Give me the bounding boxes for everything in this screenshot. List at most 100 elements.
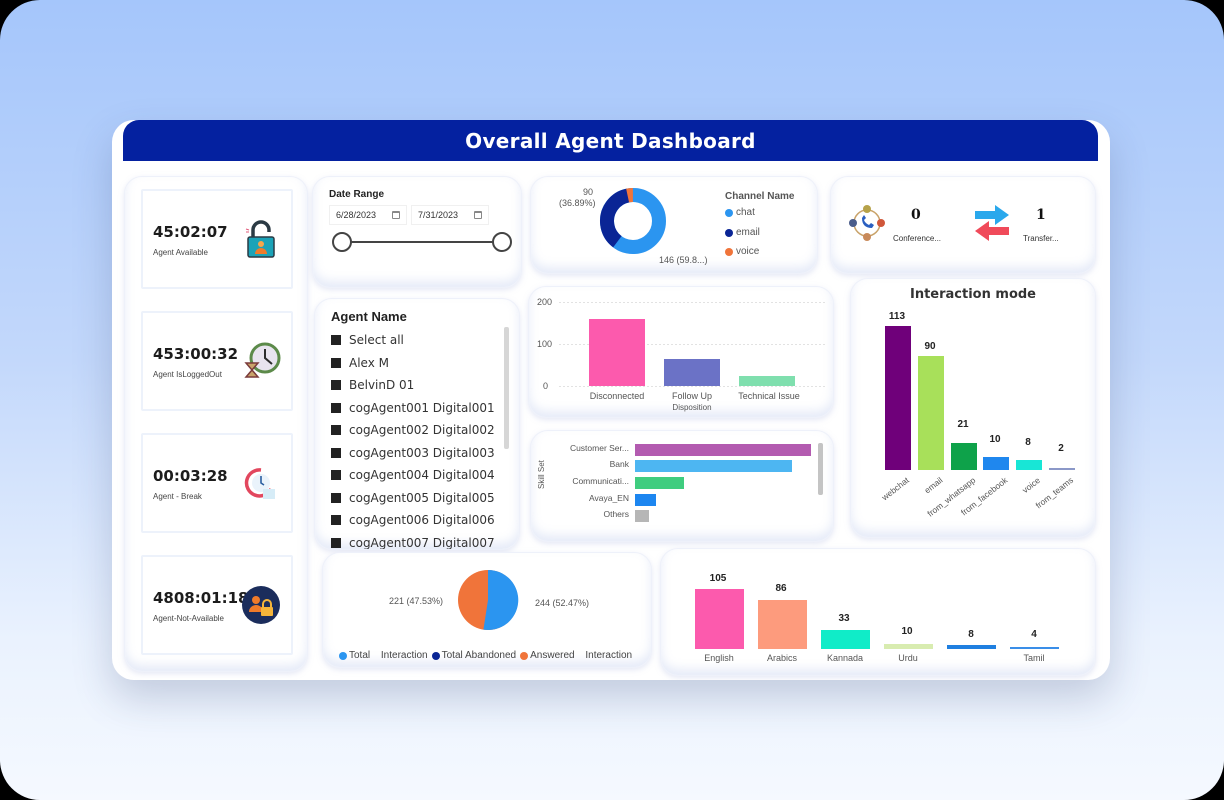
transfer-icon [975, 205, 1009, 241]
checkbox[interactable] [331, 402, 341, 413]
agent-label: BelvinD 01 [349, 378, 415, 393]
legend-item-voice[interactable]: voice [725, 246, 759, 257]
kpi-card-not-available[interactable]: 4808:01:18 Agent-Not-Available [141, 555, 293, 655]
legend-label-total[interactable]: Total Interaction [349, 650, 428, 661]
legend-item-email[interactable]: email [725, 227, 760, 238]
kpi-label: Agent Available [153, 248, 209, 257]
bar-unlabeled[interactable] [947, 645, 996, 649]
bar-teams[interactable] [1049, 468, 1075, 470]
bar-facebook[interactable] [983, 457, 1009, 470]
interaction-pie-chart[interactable] [457, 569, 519, 631]
bar-others[interactable] [635, 510, 649, 522]
bar-english[interactable] [695, 589, 744, 649]
checkbox[interactable] [331, 470, 341, 481]
conference-icon [849, 205, 885, 241]
checkbox[interactable] [331, 447, 341, 458]
date-slider-end-thumb[interactable] [492, 232, 512, 252]
skill-scrollbar[interactable] [818, 443, 823, 495]
agent-list: Select all Alex M BelvinD 01 cogAgent001… [331, 329, 495, 549]
agent-item[interactable]: cogAgent002 Digital002 [331, 419, 495, 442]
agent-label: cogAgent001 Digital001 [349, 400, 495, 415]
bar-urdu[interactable] [884, 644, 933, 649]
legend-dot [725, 228, 733, 237]
agent-item[interactable]: cogAgent003 Digital003 [331, 442, 495, 465]
disposition-chart-panel: 200 100 0 Disconnected Follow Up Technic… [528, 286, 834, 418]
agent-list-scrollbar[interactable] [504, 327, 509, 449]
gridline [559, 344, 825, 345]
start-date-input[interactable]: 6/28/2023 [329, 205, 407, 225]
agent-item[interactable]: cogAgent007 Digital007 [331, 532, 495, 549]
conference-transfer-panel: 0 Conference... 1 Transfer... [830, 176, 1096, 274]
bar-value: 2 [1058, 443, 1064, 454]
y-tick: 0 [543, 381, 549, 391]
agent-label: cogAgent005 Digital005 [349, 490, 495, 505]
channel-donut-chart[interactable] [599, 187, 667, 255]
bar-value: 8 [968, 629, 974, 640]
checkbox[interactable] [331, 537, 341, 548]
bar-webchat[interactable] [885, 326, 911, 470]
x-label: Technical Issue [738, 391, 800, 401]
y-label: Avaya_EN [588, 493, 629, 503]
bar-tamil[interactable] [1010, 647, 1059, 649]
agent-name-filter: Agent Name Select all Alex M BelvinD 01 … [314, 298, 520, 550]
agent-label: cogAgent004 Digital004 [349, 468, 495, 483]
end-date-input[interactable]: 7/31/2023 [411, 205, 489, 225]
checkbox[interactable] [331, 515, 341, 526]
bar-customer-service[interactable] [635, 444, 811, 456]
dashboard-header: Overall Agent Dashboard [123, 120, 1098, 161]
bar-technical-issue[interactable] [739, 376, 795, 386]
interaction-mode-title: Interaction mode [910, 287, 1036, 302]
bar-follow-up[interactable] [664, 359, 720, 386]
break-timer-icon [244, 468, 275, 499]
kpi-card-break[interactable]: 00:03:28 Agent - Break [141, 433, 293, 533]
agent-item[interactable]: cogAgent001 Digital001 [331, 397, 495, 420]
bar-email[interactable] [918, 356, 944, 470]
donut-label-email: 90 [583, 187, 594, 197]
agent-label: Alex M [349, 355, 389, 370]
checkbox[interactable] [331, 425, 341, 436]
bar-avaya-en[interactable] [635, 494, 656, 506]
conference-count: 0 [911, 207, 921, 223]
calendar-icon[interactable] [474, 211, 482, 219]
agent-item[interactable]: BelvinD 01 [331, 374, 495, 397]
bar-bank[interactable] [635, 460, 792, 472]
bar-arabics[interactable] [758, 600, 807, 649]
date-slider-track[interactable] [342, 241, 502, 243]
bar-communication[interactable] [635, 477, 684, 489]
date-slider-start-thumb[interactable] [332, 232, 352, 252]
x-label: Tamil [1023, 653, 1045, 663]
x-label: Kannada [826, 653, 864, 663]
bar-value: 8 [1025, 437, 1031, 448]
x-label: email [921, 475, 945, 496]
agent-item[interactable]: cogAgent004 Digital004 [331, 464, 495, 487]
x-label: Arabics [766, 653, 797, 663]
calendar-icon[interactable] [392, 211, 400, 219]
interaction-pie-panel: 221 (47.53%) 244 (52.47%) Total Interact… [322, 552, 652, 668]
checkbox[interactable] [331, 335, 341, 346]
agent-item[interactable]: cogAgent006 Digital006 [331, 509, 495, 532]
bar-voice[interactable] [1016, 460, 1042, 470]
legend-label: email [736, 227, 760, 238]
pie-label-answered: 221 (47.53%) [389, 596, 444, 606]
legend-dot [431, 651, 440, 660]
bar-disconnected[interactable] [589, 319, 645, 386]
checkbox[interactable] [331, 380, 341, 391]
legend-label-abandoned[interactable]: Total Abandoned [441, 650, 517, 661]
unlock-agent-icon [245, 220, 275, 258]
agent-item[interactable]: Alex M [331, 352, 495, 375]
pie-label-total: 244 (52.47%) [535, 598, 590, 608]
agent-label: Select all [349, 333, 404, 348]
bar-kannada[interactable] [821, 630, 870, 649]
agent-item-select-all[interactable]: Select all [331, 329, 495, 352]
donut-label-chat: 146 (59.8...) [659, 255, 708, 265]
kpi-card-available[interactable]: 45:02:07 Agent Available [141, 189, 293, 289]
checkbox[interactable] [331, 492, 341, 503]
legend-dot [339, 651, 347, 660]
agent-item[interactable]: cogAgent005 Digital005 [331, 487, 495, 510]
legend-item-chat[interactable]: chat [725, 207, 755, 218]
bar-whatsapp[interactable] [951, 443, 977, 470]
kpi-card-logged-out[interactable]: 453:00:32 Agent IsLoggedOut [141, 311, 293, 411]
checkbox[interactable] [331, 357, 341, 368]
transfer-count: 1 [1036, 207, 1046, 223]
legend-label-answered[interactable]: Answered Interaction [530, 650, 633, 661]
